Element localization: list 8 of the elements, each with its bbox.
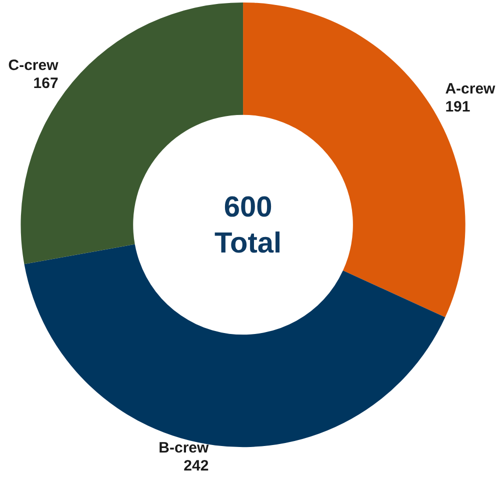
slice-label: B-crew <box>158 440 209 457</box>
data-label: 191 <box>445 98 470 116</box>
text: Total <box>214 228 282 260</box>
data-label: 242 <box>184 458 209 475</box>
slice-label: C-crew <box>8 56 59 74</box>
data-label: 167 <box>33 74 58 92</box>
slice-label: A-crew <box>445 80 496 98</box>
text: 600 <box>224 192 272 224</box>
